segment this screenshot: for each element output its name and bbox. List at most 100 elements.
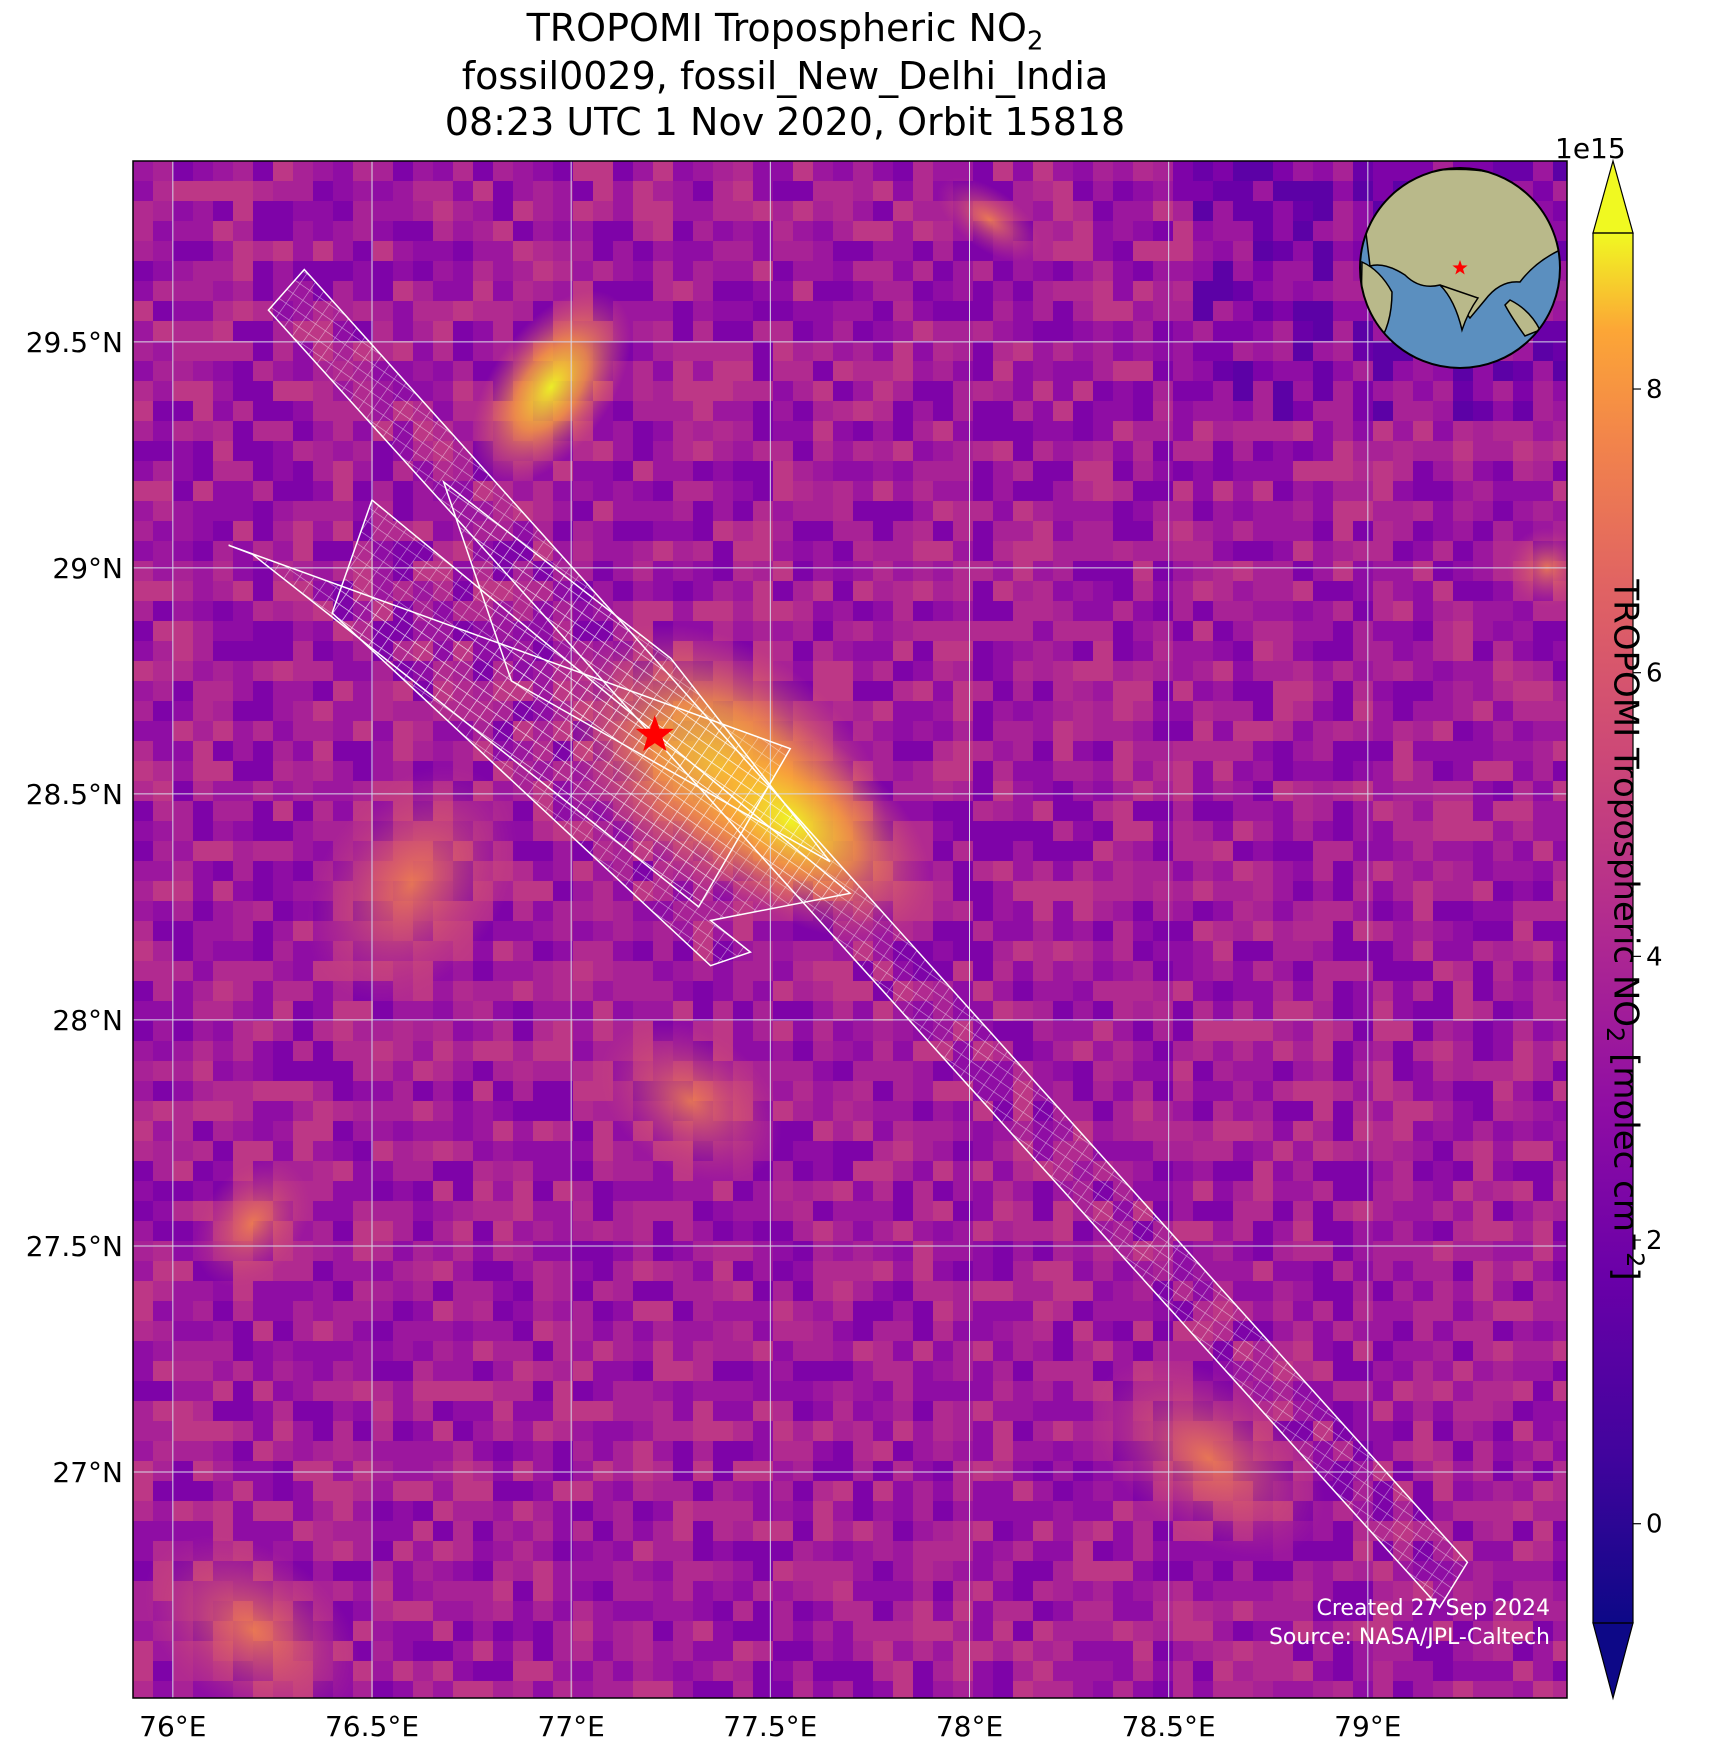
no2-pixel: [713, 961, 734, 982]
no2-pixel: [293, 1021, 314, 1042]
no2-pixel: [653, 341, 674, 362]
no2-pixel: [1073, 861, 1094, 882]
no2-pixel: [293, 181, 314, 202]
no2-pixel: [693, 181, 714, 202]
no2-pixel: [1233, 641, 1254, 662]
no2-pixel: [773, 361, 794, 382]
no2-pixel: [233, 1381, 254, 1402]
no2-pixel: [1053, 1481, 1074, 1502]
no2-pixel: [1153, 961, 1174, 982]
no2-pixel: [413, 1101, 434, 1122]
no2-pixel: [953, 421, 974, 442]
no2-pixel: [1273, 481, 1294, 502]
no2-pixel: [413, 1421, 434, 1442]
no2-pixel: [713, 261, 734, 282]
no2-pixel: [1113, 161, 1134, 182]
no2-pixel: [1553, 221, 1567, 242]
no2-pixel: [1353, 561, 1374, 582]
no2-pixel: [393, 1061, 414, 1082]
no2-pixel: [1553, 721, 1567, 742]
no2-pixel: [1253, 781, 1274, 802]
no2-pixel: [1373, 1161, 1394, 1182]
no2-pixel: [1393, 1041, 1414, 1062]
no2-pixel: [1353, 1361, 1374, 1382]
no2-pixel: [893, 1081, 914, 1102]
no2-pixel: [293, 1321, 314, 1342]
no2-pixel: [1513, 1321, 1534, 1342]
no2-pixel: [1133, 321, 1154, 342]
no2-pixel: [173, 1401, 194, 1422]
no2-pixel: [413, 221, 434, 242]
no2-pixel: [1073, 1101, 1094, 1122]
no2-pixel: [473, 961, 494, 982]
no2-pixel: [273, 501, 294, 522]
no2-pixel: [993, 581, 1014, 602]
no2-pixel: [1453, 1301, 1474, 1322]
no2-pixel: [693, 261, 714, 282]
no2-pixel: [1073, 741, 1094, 762]
no2-pixel: [993, 1501, 1014, 1522]
no2-pixel: [673, 1301, 694, 1322]
no2-pixel: [1273, 1281, 1294, 1302]
no2-pixel: [1453, 901, 1474, 922]
no2-pixel: [1533, 501, 1554, 522]
no2-pixel: [153, 601, 174, 622]
no2-pixel: [1373, 641, 1394, 662]
no2-pixel: [1213, 381, 1234, 402]
no2-pixel: [1513, 1041, 1534, 1062]
no2-pixel: [1333, 1361, 1354, 1382]
no2-pixel: [753, 1321, 774, 1342]
no2-pixel: [433, 1241, 454, 1262]
no2-pixel: [1033, 761, 1054, 782]
no2-pixel: [1173, 301, 1194, 322]
no2-pixel: [653, 1221, 674, 1242]
no2-pixel: [1453, 1101, 1474, 1122]
no2-pixel: [1173, 521, 1194, 542]
no2-pixel: [133, 981, 154, 1002]
no2-pixel: [1093, 281, 1114, 302]
no2-pixel: [493, 1401, 514, 1422]
no2-pixel: [1353, 621, 1374, 642]
no2-pixel: [1333, 541, 1354, 562]
no2-pixel: [1453, 761, 1474, 782]
no2-pixel: [1013, 1301, 1034, 1322]
no2-pixel: [1073, 281, 1094, 302]
no2-pixel: [713, 361, 734, 382]
no2-pixel: [993, 1481, 1014, 1502]
no2-pixel: [133, 241, 154, 262]
no2-pixel: [913, 1381, 934, 1402]
no2-pixel: [933, 781, 954, 802]
no2-pixel: [573, 1381, 594, 1402]
no2-pixel: [413, 1481, 434, 1502]
no2-pixel: [1213, 1141, 1234, 1162]
no2-pixel: [133, 1201, 154, 1222]
no2-pixel: [153, 421, 174, 442]
no2-pixel: [213, 721, 234, 742]
no2-pixel: [933, 1061, 954, 1082]
no2-pixel: [1153, 581, 1174, 602]
no2-pixel: [913, 1141, 934, 1162]
no2-pixel: [993, 881, 1014, 902]
no2-pixel: [373, 1181, 394, 1202]
no2-pixel: [193, 1481, 214, 1502]
no2-pixel: [253, 521, 274, 542]
no2-pixel: [253, 841, 274, 862]
no2-pixel: [1073, 581, 1094, 602]
no2-pixel: [1373, 801, 1394, 822]
no2-pixel: [173, 521, 194, 542]
no2-pixel: [1053, 1041, 1074, 1062]
no2-pixel: [1193, 701, 1214, 722]
no2-pixel: [1133, 1141, 1154, 1162]
no2-pixel: [833, 401, 854, 422]
no2-pixel: [333, 681, 354, 702]
no2-pixel: [933, 1241, 954, 1262]
no2-pixel: [313, 1161, 334, 1182]
no2-pixel: [1493, 1521, 1514, 1542]
no2-pixel: [713, 421, 734, 442]
no2-pixel: [1413, 401, 1434, 422]
no2-pixel: [913, 921, 934, 942]
no2-pixel: [1473, 701, 1494, 722]
no2-pixel: [1493, 981, 1514, 1002]
no2-pixel: [253, 621, 274, 642]
no2-pixel: [433, 1521, 454, 1542]
